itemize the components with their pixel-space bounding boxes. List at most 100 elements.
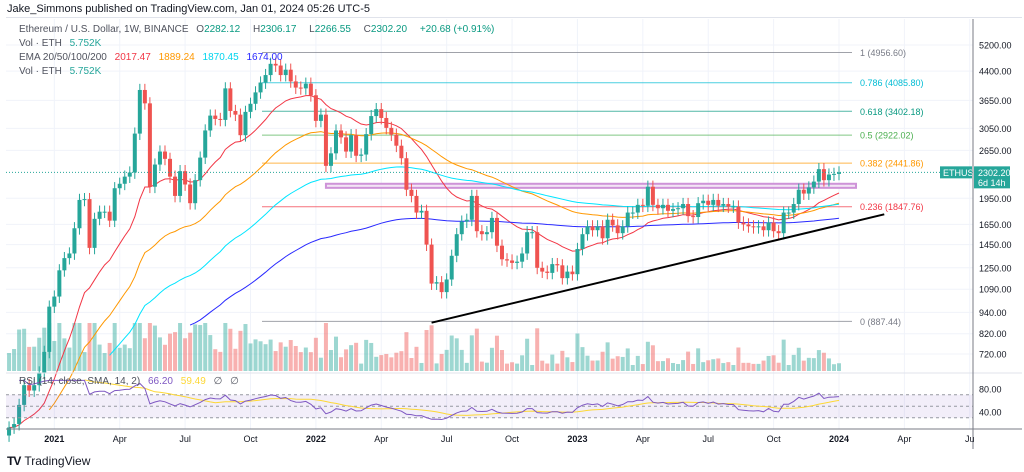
candle — [650, 180, 655, 212]
candle — [37, 366, 42, 392]
candle — [479, 225, 484, 241]
footer: TV TradingView — [7, 454, 90, 468]
candle — [696, 197, 701, 224]
volume-bar — [298, 352, 303, 371]
time-axis-tick: Jul — [702, 434, 714, 444]
candle — [344, 131, 349, 158]
time-axis-tick: Oct — [243, 434, 258, 444]
candle-body — [228, 88, 233, 111]
candle — [248, 97, 253, 119]
candle — [505, 253, 510, 267]
candle — [193, 174, 198, 210]
volume-bar — [137, 323, 142, 371]
price-axis-tick: 5200.00 — [979, 41, 1012, 51]
candle — [590, 220, 595, 237]
rsi-label: RSI (14, close, SMA, 14, 2) — [19, 376, 141, 387]
time-axis: 2021 Apr Jul Oct 2022 Apr Jul Oct 2023 Apr Jul Oct 2… — [44, 434, 974, 444]
candle-body — [615, 225, 620, 234]
candle-body — [288, 69, 293, 82]
volume-bar — [454, 338, 459, 371]
volume-bar — [520, 355, 525, 371]
volume-bar — [283, 346, 288, 371]
price-axis-tick: 1450.00 — [979, 240, 1012, 250]
volume-bar — [424, 330, 429, 371]
ema-label: EMA 20/50/100/200 — [19, 52, 107, 63]
candle — [168, 152, 173, 184]
high-label: H — [253, 24, 261, 35]
volume-bar — [756, 363, 761, 371]
candle-body — [489, 217, 494, 233]
candle-body — [731, 206, 736, 208]
volume-legend-2[interactable]: Vol · ETH 5.752K — [19, 66, 106, 77]
volume-bar — [806, 357, 811, 371]
volume-bar — [379, 355, 384, 371]
candle-body — [409, 189, 414, 196]
candle-body — [379, 109, 384, 118]
candle — [620, 220, 625, 240]
volume-bar — [359, 363, 364, 371]
candle-body — [655, 204, 660, 209]
candle — [27, 379, 32, 397]
volume-bar — [449, 335, 454, 371]
candle-body — [736, 206, 741, 223]
candle-body — [434, 282, 439, 284]
time-axis-tick: Oct — [505, 434, 520, 444]
candle — [605, 213, 610, 245]
ema50-line — [48, 131, 840, 411]
candle — [223, 82, 228, 127]
time-axis-tick: Jul — [179, 434, 191, 444]
candle — [660, 198, 665, 215]
candle — [32, 379, 37, 397]
volume-bar — [404, 332, 409, 371]
volume-bar — [515, 363, 520, 371]
candle — [389, 121, 394, 142]
candle-body — [716, 199, 721, 206]
volume-value: 5.752K — [69, 38, 102, 49]
volume-bar — [721, 363, 726, 371]
price-chart[interactable]: 1 (4956.60) 0.786 (4085.80) 0.618 (3402.18… — [6, 18, 1022, 450]
candle — [756, 220, 761, 234]
high-value: 2306.17 — [260, 24, 297, 35]
candle — [339, 124, 344, 144]
candle-body — [691, 216, 696, 218]
fib-level-label: 0.382 (2441.86) — [860, 159, 924, 169]
candle — [323, 108, 328, 173]
volume-bar — [339, 357, 344, 371]
candle — [147, 97, 152, 194]
candle-body — [610, 219, 615, 226]
rsi-legend[interactable]: RSI (14, close, SMA, 14, 2) 66.20 59.49 … — [19, 376, 244, 387]
volume-bar — [308, 352, 313, 371]
candle-body — [223, 88, 228, 120]
candle-body — [449, 255, 454, 280]
low-value: 2266.55 — [314, 24, 351, 35]
volume-bar — [590, 360, 595, 371]
volume-bar — [776, 362, 781, 371]
candle-body — [193, 180, 198, 204]
candle-body — [178, 171, 183, 196]
volume-bar — [625, 348, 630, 371]
candle — [645, 180, 650, 213]
candle-body — [339, 130, 344, 138]
candle-body — [806, 187, 811, 194]
volume-bar — [369, 342, 374, 371]
candle-body — [801, 189, 806, 194]
candle-body — [97, 211, 102, 219]
candle-body — [37, 372, 42, 386]
ema200-value: 1674.00 — [246, 52, 283, 63]
candle-body — [152, 164, 157, 187]
volume-bar — [821, 352, 826, 371]
ema-legend[interactable]: EMA 20/50/100/200 2017.47 1889.24 1870.4… — [19, 52, 288, 63]
volume-legend[interactable]: Vol · ETH 5.752K — [19, 38, 106, 49]
candle-body — [726, 204, 731, 207]
candle-body — [530, 232, 535, 234]
candle — [122, 170, 127, 191]
volume-bar — [429, 325, 434, 371]
candle — [474, 189, 479, 238]
candle — [17, 398, 22, 431]
candle-body — [198, 157, 203, 181]
open-label: O — [196, 24, 205, 35]
volume-bar — [610, 358, 615, 371]
fib-level-label: 0.5 (2922.02) — [860, 131, 914, 141]
support-zone — [324, 182, 857, 189]
volume-bar — [223, 323, 228, 371]
